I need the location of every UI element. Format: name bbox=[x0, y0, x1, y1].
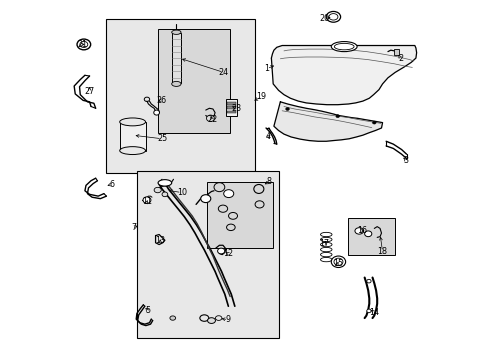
Ellipse shape bbox=[366, 279, 370, 283]
Text: 18: 18 bbox=[377, 247, 387, 256]
Polygon shape bbox=[273, 102, 382, 141]
Bar bbox=[120, 122, 145, 150]
Text: 7: 7 bbox=[131, 223, 136, 232]
Bar bbox=[172, 33, 180, 83]
Ellipse shape bbox=[335, 115, 339, 118]
Text: 1: 1 bbox=[264, 64, 269, 73]
Ellipse shape bbox=[201, 195, 210, 203]
Text: 25: 25 bbox=[157, 134, 167, 143]
Polygon shape bbox=[394, 49, 398, 55]
Text: 19: 19 bbox=[256, 92, 266, 101]
Ellipse shape bbox=[153, 110, 159, 115]
Ellipse shape bbox=[120, 118, 145, 126]
Ellipse shape bbox=[162, 192, 167, 197]
Ellipse shape bbox=[372, 121, 375, 124]
Ellipse shape bbox=[285, 108, 289, 111]
Bar bbox=[227, 107, 235, 109]
Ellipse shape bbox=[169, 316, 175, 320]
Ellipse shape bbox=[158, 180, 171, 186]
Text: 15: 15 bbox=[332, 259, 342, 268]
Bar bbox=[137, 171, 278, 338]
Ellipse shape bbox=[207, 318, 215, 323]
Text: 2: 2 bbox=[397, 54, 402, 63]
Ellipse shape bbox=[364, 231, 371, 237]
Text: 5: 5 bbox=[145, 306, 150, 315]
Text: 24: 24 bbox=[218, 68, 228, 77]
Text: 14: 14 bbox=[368, 308, 379, 317]
Ellipse shape bbox=[171, 30, 181, 35]
Text: 4: 4 bbox=[265, 132, 270, 141]
Ellipse shape bbox=[330, 41, 356, 51]
Ellipse shape bbox=[206, 115, 214, 122]
Text: 17: 17 bbox=[318, 239, 328, 248]
Ellipse shape bbox=[217, 248, 224, 254]
Polygon shape bbox=[271, 45, 416, 105]
Bar bbox=[106, 19, 255, 173]
Ellipse shape bbox=[154, 187, 161, 193]
Ellipse shape bbox=[142, 197, 151, 203]
Text: 13: 13 bbox=[155, 237, 165, 246]
Text: 9: 9 bbox=[225, 315, 230, 324]
Text: 16: 16 bbox=[356, 226, 366, 235]
Text: 3: 3 bbox=[403, 156, 407, 165]
Bar bbox=[227, 111, 235, 113]
Text: 11: 11 bbox=[142, 197, 152, 206]
Text: 8: 8 bbox=[266, 177, 271, 186]
Bar bbox=[158, 30, 230, 134]
Bar bbox=[225, 99, 237, 116]
Ellipse shape bbox=[120, 147, 145, 154]
Ellipse shape bbox=[171, 81, 181, 86]
Text: 10: 10 bbox=[176, 188, 186, 197]
Text: 21: 21 bbox=[77, 40, 87, 49]
Bar bbox=[348, 218, 394, 255]
Bar bbox=[206, 182, 273, 248]
Bar bbox=[227, 102, 235, 105]
Polygon shape bbox=[172, 33, 180, 83]
Text: 20: 20 bbox=[318, 14, 328, 23]
Text: 6: 6 bbox=[109, 180, 114, 189]
Ellipse shape bbox=[330, 256, 345, 267]
Text: 23: 23 bbox=[231, 104, 241, 113]
Ellipse shape bbox=[354, 228, 363, 234]
Text: 22: 22 bbox=[207, 115, 217, 124]
Text: 27: 27 bbox=[84, 86, 95, 95]
Ellipse shape bbox=[223, 190, 233, 198]
Text: 12: 12 bbox=[223, 249, 233, 258]
Text: 26: 26 bbox=[156, 96, 166, 105]
Ellipse shape bbox=[366, 309, 370, 313]
